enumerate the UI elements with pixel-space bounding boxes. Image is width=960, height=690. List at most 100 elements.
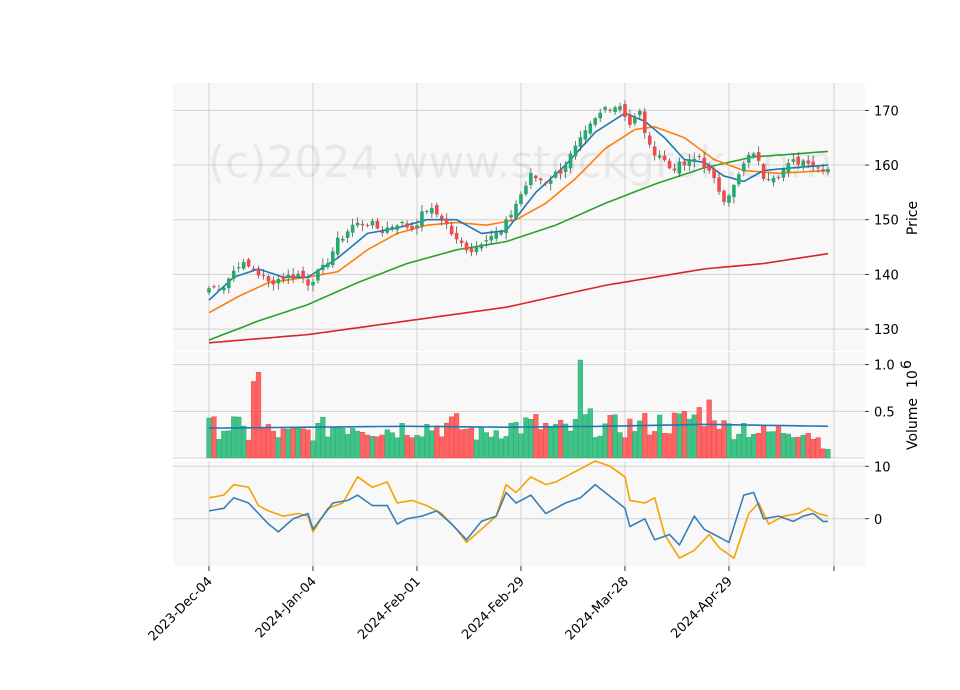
- volume-bar: [246, 439, 252, 459]
- price-tick-label: 160: [874, 159, 899, 174]
- volume-bar: [364, 434, 371, 459]
- volume-bar: [721, 420, 727, 459]
- volume-bar: [340, 428, 346, 459]
- oscillator-fast-path: [208, 483, 828, 546]
- candle-body: [524, 185, 528, 195]
- ma10-line: [208, 112, 829, 301]
- candle-body: [519, 194, 523, 204]
- volume-bar: [647, 434, 653, 459]
- candle-body: [598, 112, 603, 119]
- volume-bar: [691, 414, 697, 459]
- volume-bar: [211, 416, 217, 459]
- candle-body: [727, 195, 731, 203]
- candle-body: [479, 244, 484, 249]
- candle-body: [628, 114, 632, 125]
- volume-bar: [652, 431, 658, 459]
- volume-bar: [508, 423, 514, 459]
- volume-bar: [761, 425, 767, 459]
- candle-body: [494, 232, 499, 239]
- volume-bar: [354, 430, 361, 459]
- oscillator-tick-label: 0: [874, 513, 882, 528]
- volume-bar: [553, 424, 559, 459]
- volume-bar: [216, 439, 222, 459]
- volume-bar: [711, 420, 717, 459]
- candle-body: [474, 245, 479, 253]
- candle-body: [326, 263, 330, 268]
- candle-body: [742, 163, 746, 172]
- price-tick-label: 150: [874, 214, 899, 229]
- volume-bar: [434, 425, 440, 459]
- candle-body: [558, 169, 563, 174]
- ma20-path: [208, 126, 829, 314]
- oscillator-lines: [208, 460, 829, 559]
- volume-bar: [751, 434, 757, 459]
- candle-body: [692, 158, 697, 162]
- candle-body: [296, 273, 300, 277]
- volume-bar: [384, 429, 390, 459]
- volume-bar: [206, 417, 212, 459]
- volume-bar: [330, 426, 336, 459]
- volume-bar: [310, 440, 316, 459]
- volume-bar: [300, 428, 306, 459]
- volume-bar: [736, 433, 742, 459]
- volume-bar: [805, 433, 811, 459]
- candle-body: [316, 269, 320, 281]
- candle-body: [776, 177, 781, 179]
- candle-body: [335, 237, 340, 255]
- volume-bar: [790, 437, 796, 459]
- volume-bar: [671, 412, 678, 459]
- candle-body: [385, 227, 390, 233]
- volume-bar: [800, 434, 806, 459]
- volume-bar: [780, 433, 787, 459]
- volume-bar: [657, 414, 663, 459]
- candle-body: [806, 160, 810, 164]
- ma20-line: [208, 126, 829, 314]
- candle-body: [276, 278, 281, 284]
- candle-body: [548, 180, 553, 184]
- candle-body: [370, 220, 375, 226]
- volume-bar: [548, 426, 554, 459]
- volume-tick-label: 0.5: [874, 405, 895, 420]
- candle-body: [826, 169, 830, 173]
- candle-body: [677, 161, 682, 174]
- candle-body: [781, 169, 786, 178]
- volume-bar: [345, 433, 351, 459]
- volume-bar: [785, 433, 791, 459]
- volume-bar: [503, 436, 509, 459]
- candle-body: [261, 275, 266, 277]
- volume-bar: [226, 430, 232, 459]
- volume-bar: [454, 413, 460, 459]
- candle-body: [212, 286, 216, 288]
- candle-body: [449, 225, 454, 235]
- candle-body: [672, 168, 677, 171]
- candle-body: [504, 219, 508, 234]
- volume-bar: [478, 426, 484, 459]
- candle-body: [311, 282, 315, 286]
- volume-bar: [567, 430, 574, 459]
- candle-body: [365, 224, 370, 226]
- candle-body: [256, 269, 261, 276]
- volume-bar: [681, 411, 687, 459]
- candle-body: [395, 225, 399, 230]
- candle-body: [746, 154, 751, 163]
- candle-body: [538, 178, 543, 181]
- candle-body: [454, 232, 459, 240]
- x-tick-labels: 2023-Dec-04 2024-Jan-04 2024-Feb-01 2024-Fe…: [146, 566, 835, 644]
- candle-body: [499, 232, 503, 235]
- candle-body: [573, 145, 578, 157]
- volume-bar: [236, 416, 242, 459]
- y-tick-labels: 130 140 150 160 170 0.5 1.0 0 10: [865, 104, 899, 528]
- candle-body: [568, 153, 573, 169]
- candle-body: [251, 268, 256, 270]
- candle-body: [286, 274, 291, 279]
- candle-body: [227, 278, 231, 289]
- volume-bar: [463, 428, 470, 459]
- volume-bar: [359, 432, 366, 459]
- candle-body: [796, 156, 801, 165]
- candle-body: [430, 208, 434, 214]
- volume-bar: [815, 437, 821, 459]
- candle-body: [732, 185, 736, 198]
- candle-body: [266, 276, 271, 282]
- volume-bar: [350, 428, 356, 459]
- candle-body: [816, 167, 820, 169]
